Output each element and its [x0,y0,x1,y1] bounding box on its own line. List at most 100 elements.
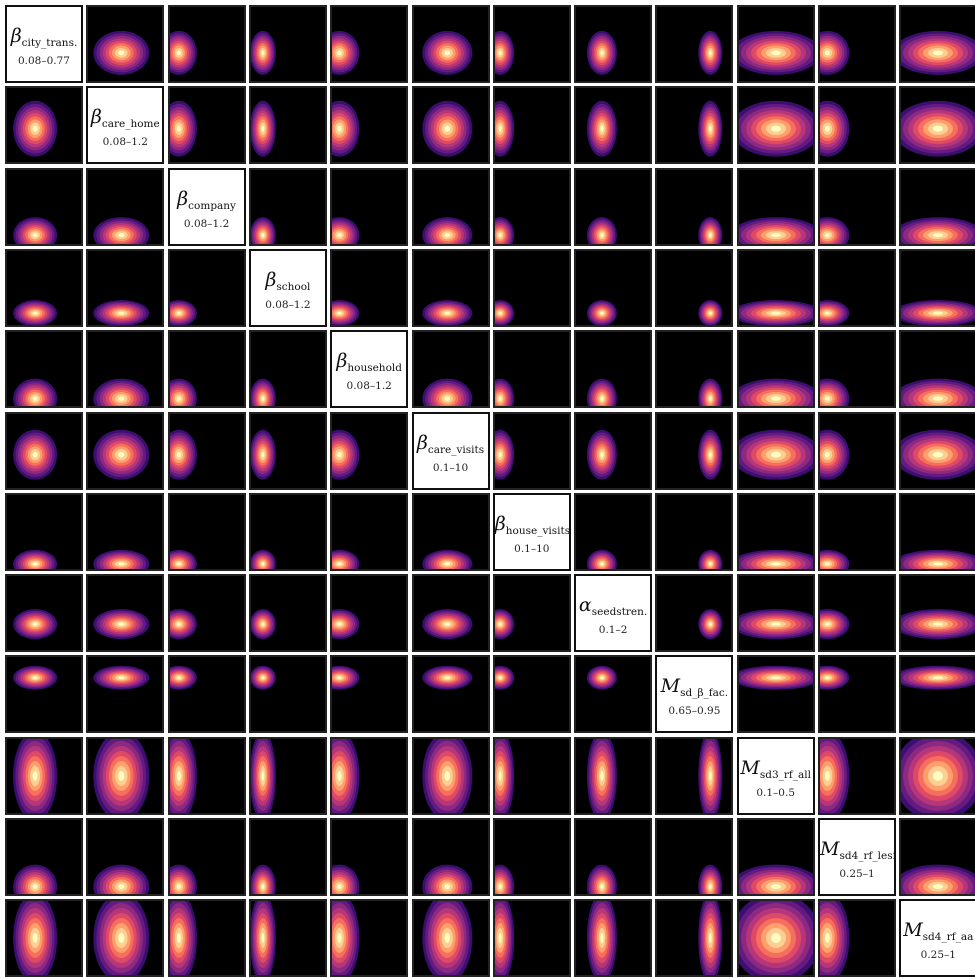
parameter-subscript: care_home [101,118,160,131]
density-contour-plot [901,429,975,480]
density-contour-plot [901,666,975,691]
density-contour-plot [13,609,58,640]
density-contour-plot [93,216,150,244]
density-contour-plot [13,864,58,894]
density-contour-level [498,311,502,315]
density-contour-level [498,676,502,680]
density-panel [86,492,165,571]
density-panel [167,574,246,653]
density-panel [574,86,653,165]
density-contour-level [709,562,713,566]
density-contour-level [933,622,944,626]
density-contour-level [176,933,181,944]
density-contour-plot [698,864,723,894]
density-panel [5,492,83,571]
density-contour-plot [250,864,276,894]
density-contour-plot [494,864,514,894]
parameter-range: 0.1–2 [598,624,628,637]
density-contour-level [824,311,830,315]
density-panel [411,736,490,815]
parameter-name: Msd_β_fac. [657,675,731,699]
density-panel [574,411,653,490]
density-panel [492,86,571,165]
density-panel [411,86,490,165]
density-contour-plot [93,666,150,691]
density-contour-plot [901,864,975,894]
density-contour-level [337,50,342,56]
density-panel [818,574,896,653]
density-contour-plot [494,429,514,480]
density-panel [899,86,975,165]
density-panel [574,818,653,896]
density-contour-level [337,622,342,626]
density-panel [574,248,653,327]
density-contour-level [498,125,502,133]
density-panel [5,86,83,165]
density-contour-level [600,676,604,680]
density-panel [5,248,83,327]
density-contour-level [933,562,944,566]
parameter-range: 0.1–10 [432,461,469,474]
density-contour-level [261,451,265,457]
density-contour-plot [169,101,197,157]
density-contour-level [176,125,181,133]
density-contour-level [176,396,181,402]
density-panel [655,5,734,83]
density-contour-level [32,562,38,566]
density-contour-level [709,232,713,237]
density-contour-plot [332,666,360,691]
density-contour-level [824,770,830,781]
density-panel [167,5,246,83]
density-contour-plot [820,300,850,325]
density-contour-level [600,884,604,890]
density-contour-level [498,50,502,56]
parameter-name: Msd3_rf_all [739,757,813,781]
parameter-subscript: sd4_rf_aa [922,931,974,944]
density-panel [492,5,571,83]
parameter-range: 0.25–1 [920,949,956,962]
density-contour-plot [93,300,150,325]
density-contour-level [933,451,944,457]
density-contour-level [709,396,713,402]
density-contour-level [32,676,38,680]
density-panel [574,167,653,246]
density-panel [167,492,246,571]
density-contour-level [261,125,265,133]
parameter-name: Msd4_rf_aa [901,919,975,944]
density-panel [655,248,734,327]
density-contour-plot [421,300,472,325]
density-contour-level [337,125,342,133]
density-contour-plot [820,666,850,691]
density-contour-plot [332,864,360,894]
density-contour-plot [332,101,360,157]
density-contour-plot [494,216,514,244]
density-panel [330,248,409,327]
density-contour-level [261,562,265,566]
density-contour-plot [169,864,197,894]
density-contour-level [600,451,604,457]
density-contour-level [261,770,265,781]
density-contour-plot [250,901,276,976]
density-panel [248,411,327,490]
density-contour-level [118,622,125,626]
parameter-label-cell: βcare_visits 0.1–10 [411,411,490,490]
density-contour-level [770,933,781,944]
density-panel [5,899,83,978]
density-contour-level [32,311,38,315]
density-contour-level [337,311,342,315]
density-panel [167,655,246,734]
density-contour-level [176,50,181,56]
parameter-symbol: M [903,919,923,942]
density-panel [330,818,409,896]
density-contour-plot [738,378,813,407]
density-contour-plot [820,549,850,569]
density-contour-plot [332,549,360,569]
density-contour-plot [738,864,813,894]
density-contour-plot [332,429,360,480]
density-contour-plot [820,30,850,75]
density-contour-plot [587,864,617,894]
parameter-symbol: β [336,350,348,373]
parameter-symbol: M [820,838,840,860]
density-contour-plot [698,549,723,569]
